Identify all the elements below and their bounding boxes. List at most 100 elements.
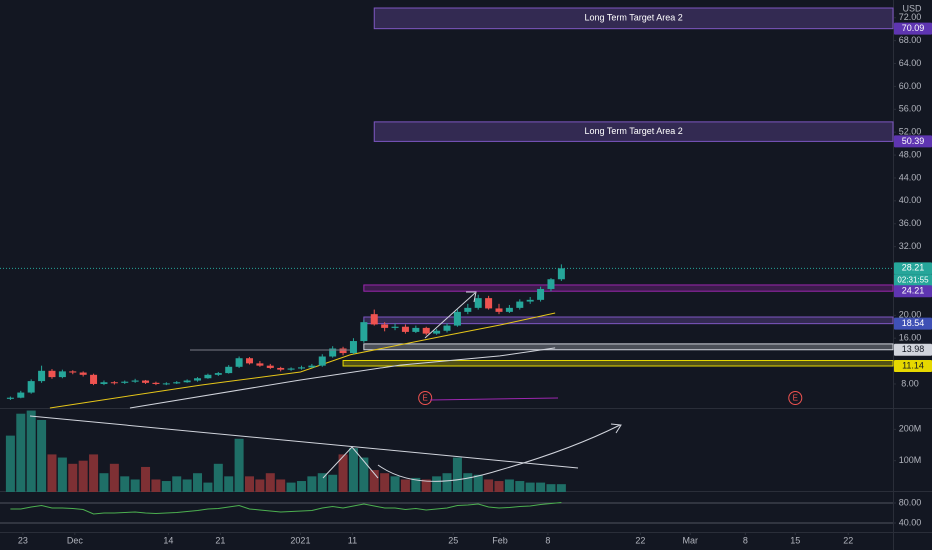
volume-bar — [172, 476, 182, 492]
price-tag — [894, 262, 932, 275]
countdown-label: 02:31:55 — [897, 275, 929, 284]
volume-bar — [37, 419, 47, 492]
candle-body — [433, 330, 441, 334]
arrow-head — [610, 423, 622, 434]
candle-body — [349, 341, 357, 354]
volume-bar — [432, 476, 442, 492]
candle-body — [27, 381, 35, 393]
candle-body — [79, 372, 87, 375]
zone — [363, 343, 894, 351]
price-tag-label: 70.09 — [902, 23, 925, 33]
candle-body — [526, 299, 534, 302]
y-tick-label: 40.00 — [899, 517, 922, 527]
x-tick-label: 11 — [348, 535, 357, 545]
moving-average — [49, 312, 556, 409]
price-tag — [894, 359, 932, 372]
candle-body — [391, 326, 399, 328]
trend-arrow — [424, 292, 476, 339]
volume-bar — [244, 476, 254, 492]
price-tag — [894, 285, 932, 298]
candle-body — [297, 367, 305, 369]
volume-peak — [322, 446, 379, 479]
volume-curve — [377, 424, 621, 482]
candle-body — [131, 380, 139, 382]
candle-body — [110, 382, 118, 384]
zone-label: Long Term Target Area 2 — [585, 13, 683, 23]
x-tick-label: 22 — [843, 535, 853, 545]
volume-bar — [338, 454, 348, 492]
zone — [363, 316, 894, 325]
candle-body — [557, 268, 565, 280]
candle-body — [537, 288, 545, 300]
candle-body — [329, 348, 337, 357]
candle-body — [412, 327, 420, 332]
y-tick-label: 44.00 — [899, 172, 922, 182]
price-tag — [894, 317, 932, 330]
volume-bar — [317, 473, 327, 492]
candle-body — [277, 367, 285, 370]
x-tick-label: 25 — [448, 535, 458, 545]
volume-bar — [265, 473, 275, 492]
candle-body — [318, 356, 326, 366]
currency-label: USD — [902, 3, 922, 13]
arrow-head — [466, 291, 477, 303]
volume-bar — [504, 479, 514, 492]
x-tick-label: 15 — [790, 535, 800, 545]
price-tag-label: 28.21 — [902, 263, 925, 273]
candle-body — [443, 325, 451, 331]
zone — [342, 360, 894, 367]
candle-body — [547, 279, 555, 289]
y-tick-label: 60.00 — [899, 81, 922, 91]
moving-average — [129, 347, 556, 409]
volume-bar — [296, 481, 306, 492]
candle-body — [235, 358, 243, 367]
price-tag — [894, 343, 932, 356]
y-tick-label: 72.00 — [899, 12, 922, 22]
rsi-line — [10, 502, 562, 515]
candle-body — [266, 365, 274, 368]
price-tag-label: 13.98 — [902, 344, 925, 354]
y-tick-label: 52.00 — [899, 127, 922, 137]
candle-body — [308, 365, 316, 368]
volume-bar — [68, 463, 78, 492]
price-tag — [894, 22, 932, 35]
candle-body — [256, 363, 264, 366]
candle-body — [370, 314, 378, 325]
volume-bar — [546, 484, 556, 492]
candle-body — [121, 381, 129, 383]
volume-bar — [276, 479, 286, 492]
y-tick-label: 32.00 — [899, 241, 922, 251]
candle-body — [464, 307, 472, 312]
event-marker — [418, 391, 433, 405]
candle-body — [401, 326, 409, 332]
candle-body — [453, 311, 461, 326]
x-tick-label: 8 — [545, 535, 550, 545]
price-tag — [894, 135, 932, 148]
event-label: E — [793, 394, 798, 403]
candle-body — [339, 348, 347, 354]
candle-body — [38, 370, 46, 382]
x-tick-label: Feb — [492, 535, 508, 545]
y-tick-label: 200M — [899, 424, 922, 434]
price-tag-label: 50.39 — [902, 136, 925, 146]
candle-body — [173, 382, 181, 384]
volume-bar — [99, 473, 109, 492]
volume-bar — [328, 474, 338, 492]
candle-body — [183, 380, 191, 383]
volume-bar — [213, 463, 223, 492]
volume-bar — [390, 476, 400, 492]
candle-body — [100, 382, 108, 384]
volume-bar — [130, 479, 140, 492]
volume-bar — [452, 457, 462, 492]
volume-bar — [307, 476, 317, 492]
y-tick-label: 8.00 — [901, 378, 919, 388]
candle-body — [194, 378, 202, 381]
volume-bar — [109, 463, 119, 492]
volume-bar — [380, 473, 390, 492]
x-tick-label: 23 — [18, 535, 28, 545]
candle-body — [90, 374, 98, 384]
volume-bar — [525, 482, 535, 492]
price-tag-label: 11.14 — [902, 360, 924, 370]
volume-bar — [411, 477, 421, 492]
candle-body — [17, 392, 25, 398]
